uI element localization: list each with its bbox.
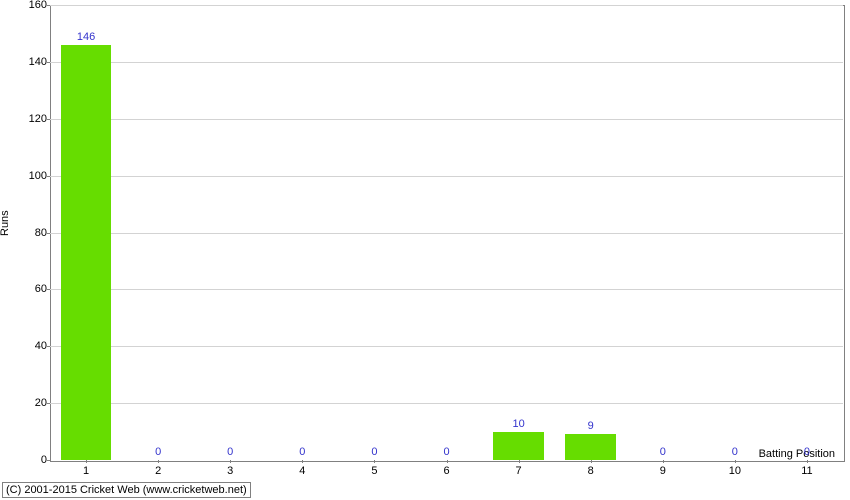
y-tick (47, 403, 50, 404)
bar-value-label: 0 (787, 446, 827, 458)
y-tick-label: 160 (17, 0, 47, 11)
x-tick-label: 9 (648, 465, 678, 477)
x-tick (158, 460, 159, 463)
y-tick (47, 289, 50, 290)
y-gridline (50, 119, 843, 120)
x-tick-label: 8 (576, 465, 606, 477)
bar-value-label: 0 (210, 446, 250, 458)
bar (61, 45, 111, 460)
bar-value-label: 0 (715, 446, 755, 458)
y-gridline (50, 62, 843, 63)
bar (493, 432, 543, 460)
y-axis-label: Runs (0, 210, 11, 236)
bar-value-label: 10 (499, 418, 539, 430)
x-tick-label: 4 (287, 465, 317, 477)
bar-value-label: 9 (571, 420, 611, 432)
y-tick (47, 5, 50, 6)
x-tick (86, 460, 87, 463)
y-tick-label: 60 (17, 283, 47, 295)
plot-area (50, 5, 845, 462)
y-gridline (50, 233, 843, 234)
x-tick (591, 460, 592, 463)
bar-value-label: 146 (66, 31, 106, 43)
chart-container: Runs Batting Position 020406080100120140… (0, 0, 850, 500)
x-tick (807, 460, 808, 463)
y-tick-label: 20 (17, 397, 47, 409)
y-tick (47, 233, 50, 234)
y-tick (47, 346, 50, 347)
x-tick (374, 460, 375, 463)
x-tick (663, 460, 664, 463)
x-tick-label: 5 (359, 465, 389, 477)
x-tick (735, 460, 736, 463)
x-tick (447, 460, 448, 463)
x-tick-label: 2 (143, 465, 173, 477)
y-tick (47, 62, 50, 63)
y-gridline (50, 5, 843, 6)
y-tick (47, 460, 50, 461)
y-tick-label: 100 (17, 170, 47, 182)
bar-value-label: 0 (282, 446, 322, 458)
x-tick-label: 11 (792, 465, 822, 477)
x-tick-label: 3 (215, 465, 245, 477)
y-tick-label: 40 (17, 340, 47, 352)
bar-value-label: 0 (427, 446, 467, 458)
y-tick-label: 0 (17, 454, 47, 466)
x-tick (519, 460, 520, 463)
x-tick-label: 6 (432, 465, 462, 477)
x-tick (302, 460, 303, 463)
y-tick-label: 120 (17, 113, 47, 125)
x-tick (230, 460, 231, 463)
x-tick-label: 1 (71, 465, 101, 477)
bar-value-label: 0 (643, 446, 683, 458)
y-gridline (50, 289, 843, 290)
bar (565, 434, 615, 460)
bar-value-label: 0 (138, 446, 178, 458)
y-gridline (50, 403, 843, 404)
y-gridline (50, 346, 843, 347)
y-tick (47, 176, 50, 177)
y-tick-label: 80 (17, 227, 47, 239)
y-gridline (50, 176, 843, 177)
bar-value-label: 0 (354, 446, 394, 458)
y-tick (47, 119, 50, 120)
x-tick-label: 7 (504, 465, 534, 477)
x-tick-label: 10 (720, 465, 750, 477)
y-tick-label: 140 (17, 56, 47, 68)
copyright-text: (C) 2001-2015 Cricket Web (www.cricketwe… (2, 482, 251, 498)
